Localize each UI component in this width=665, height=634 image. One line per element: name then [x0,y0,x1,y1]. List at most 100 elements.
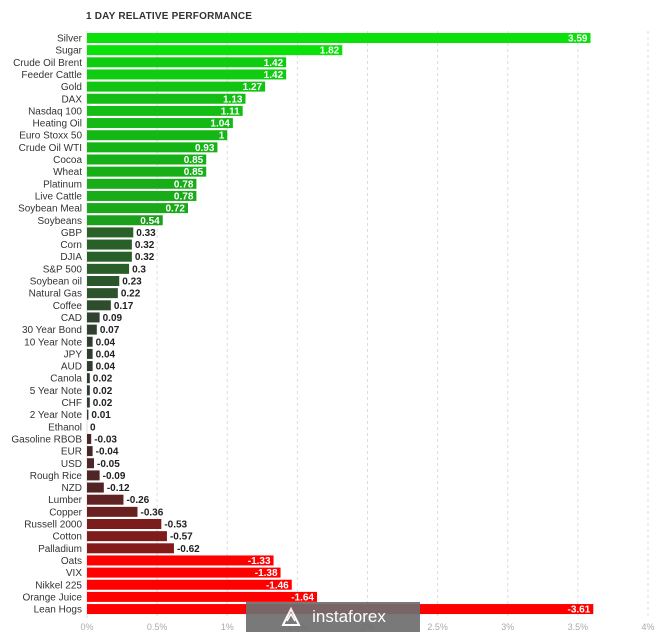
category-label: Soybeans [38,216,82,227]
category-label: Live Cattle [35,191,83,202]
bar [87,397,90,408]
bar [87,130,228,141]
category-label: Platinum [43,179,82,190]
category-label: Natural Gas [29,289,82,300]
bar [87,361,93,372]
bar [87,276,120,286]
bar [87,142,218,153]
value-labels: 3.591.821.421.421.271.131.111.0410.930.8… [90,34,591,616]
value-label: 1.82 [320,46,340,57]
value-label: 0.07 [100,325,120,336]
value-label: 0.72 [166,204,186,215]
value-label: -0.36 [140,507,163,518]
category-label: Wheat [53,167,82,178]
bar [87,348,93,359]
category-label: S&P 500 [43,264,83,275]
value-label: 0.78 [174,191,194,202]
bar [87,166,207,177]
bar [87,203,188,214]
value-label: -0.53 [164,520,187,531]
category-label: Cotton [53,532,82,543]
value-label: 3.59 [568,34,588,45]
category-label: Crude Oil WTI [19,143,82,154]
bar [87,93,246,104]
category-label: CAD [61,313,82,324]
category-label: Feeder Cattle [21,70,82,81]
category-label: Copper [49,507,82,518]
bar [87,312,100,323]
bar [87,239,132,250]
value-label: 1.42 [264,58,284,69]
value-label: -1.33 [248,556,271,567]
value-label: 0.22 [121,289,141,300]
category-label: Lean Hogs [34,605,82,616]
category-label: Orange Juice [23,592,83,603]
category-label: Corn [60,240,82,251]
category-label: CHF [61,398,82,409]
value-label: 0.17 [114,301,134,312]
category-label: Soybean Meal [18,204,82,215]
bar [87,81,266,92]
bar [87,300,111,311]
category-label: Crude Oil Brent [13,58,82,69]
bar [87,227,134,238]
category-label: USD [61,459,82,470]
bar [87,409,89,420]
bar [87,385,90,396]
bar [87,263,130,274]
bar [87,555,274,566]
x-tick-label: 0.5% [147,622,168,632]
bar [87,446,93,457]
category-label: NZD [61,483,82,494]
bar [87,324,97,335]
category-label: Cocoa [53,155,82,166]
watermark-text: instaforex [312,607,386,626]
value-label: -0.62 [177,544,200,555]
category-label: Gold [61,82,82,93]
value-label: 0.32 [135,252,155,263]
value-label: -0.04 [96,447,119,458]
value-label: -3.61 [568,605,591,616]
category-label: Canola [50,374,82,385]
value-label: 0.85 [184,155,204,166]
category-label: DJIA [60,252,82,263]
value-label: -0.12 [107,483,130,494]
value-label: -0.05 [97,459,120,470]
value-label: -0.03 [94,434,117,445]
category-label: Oats [61,556,82,567]
category-label: Russell 2000 [24,520,82,531]
value-label: -0.26 [126,495,149,506]
category-label: Nikkel 225 [35,580,82,591]
value-label: -1.46 [266,580,289,591]
bars [87,33,594,615]
x-tick-label: 4% [641,622,654,632]
value-label: 0.33 [136,228,156,239]
category-label: 2 Year Note [30,410,83,421]
bar [87,531,167,542]
bar [87,494,124,505]
value-label: 0.85 [184,167,204,178]
category-label: 10 Year Note [24,337,82,348]
x-tick-label: 2.5% [427,622,448,632]
bar [87,251,132,262]
category-label: Heating Oil [33,119,82,130]
bar [87,591,318,602]
value-label: 0.93 [195,143,215,154]
category-label: Ethanol [48,422,82,433]
value-label: 1 [219,131,225,142]
bar [87,373,90,384]
value-label: 1.04 [210,119,230,130]
category-label: DAX [61,94,82,105]
value-label: 0 [90,422,96,433]
bar [87,519,162,529]
value-label: 0.04 [96,349,116,360]
value-label: -0.09 [103,471,126,482]
bar [87,45,343,56]
category-label: EUR [61,447,82,458]
value-label: 0.01 [91,410,111,421]
bar [87,215,163,226]
instaforex-watermark: instaforex [246,602,420,632]
x-tick-label: 3% [501,622,514,632]
bar [87,336,93,347]
